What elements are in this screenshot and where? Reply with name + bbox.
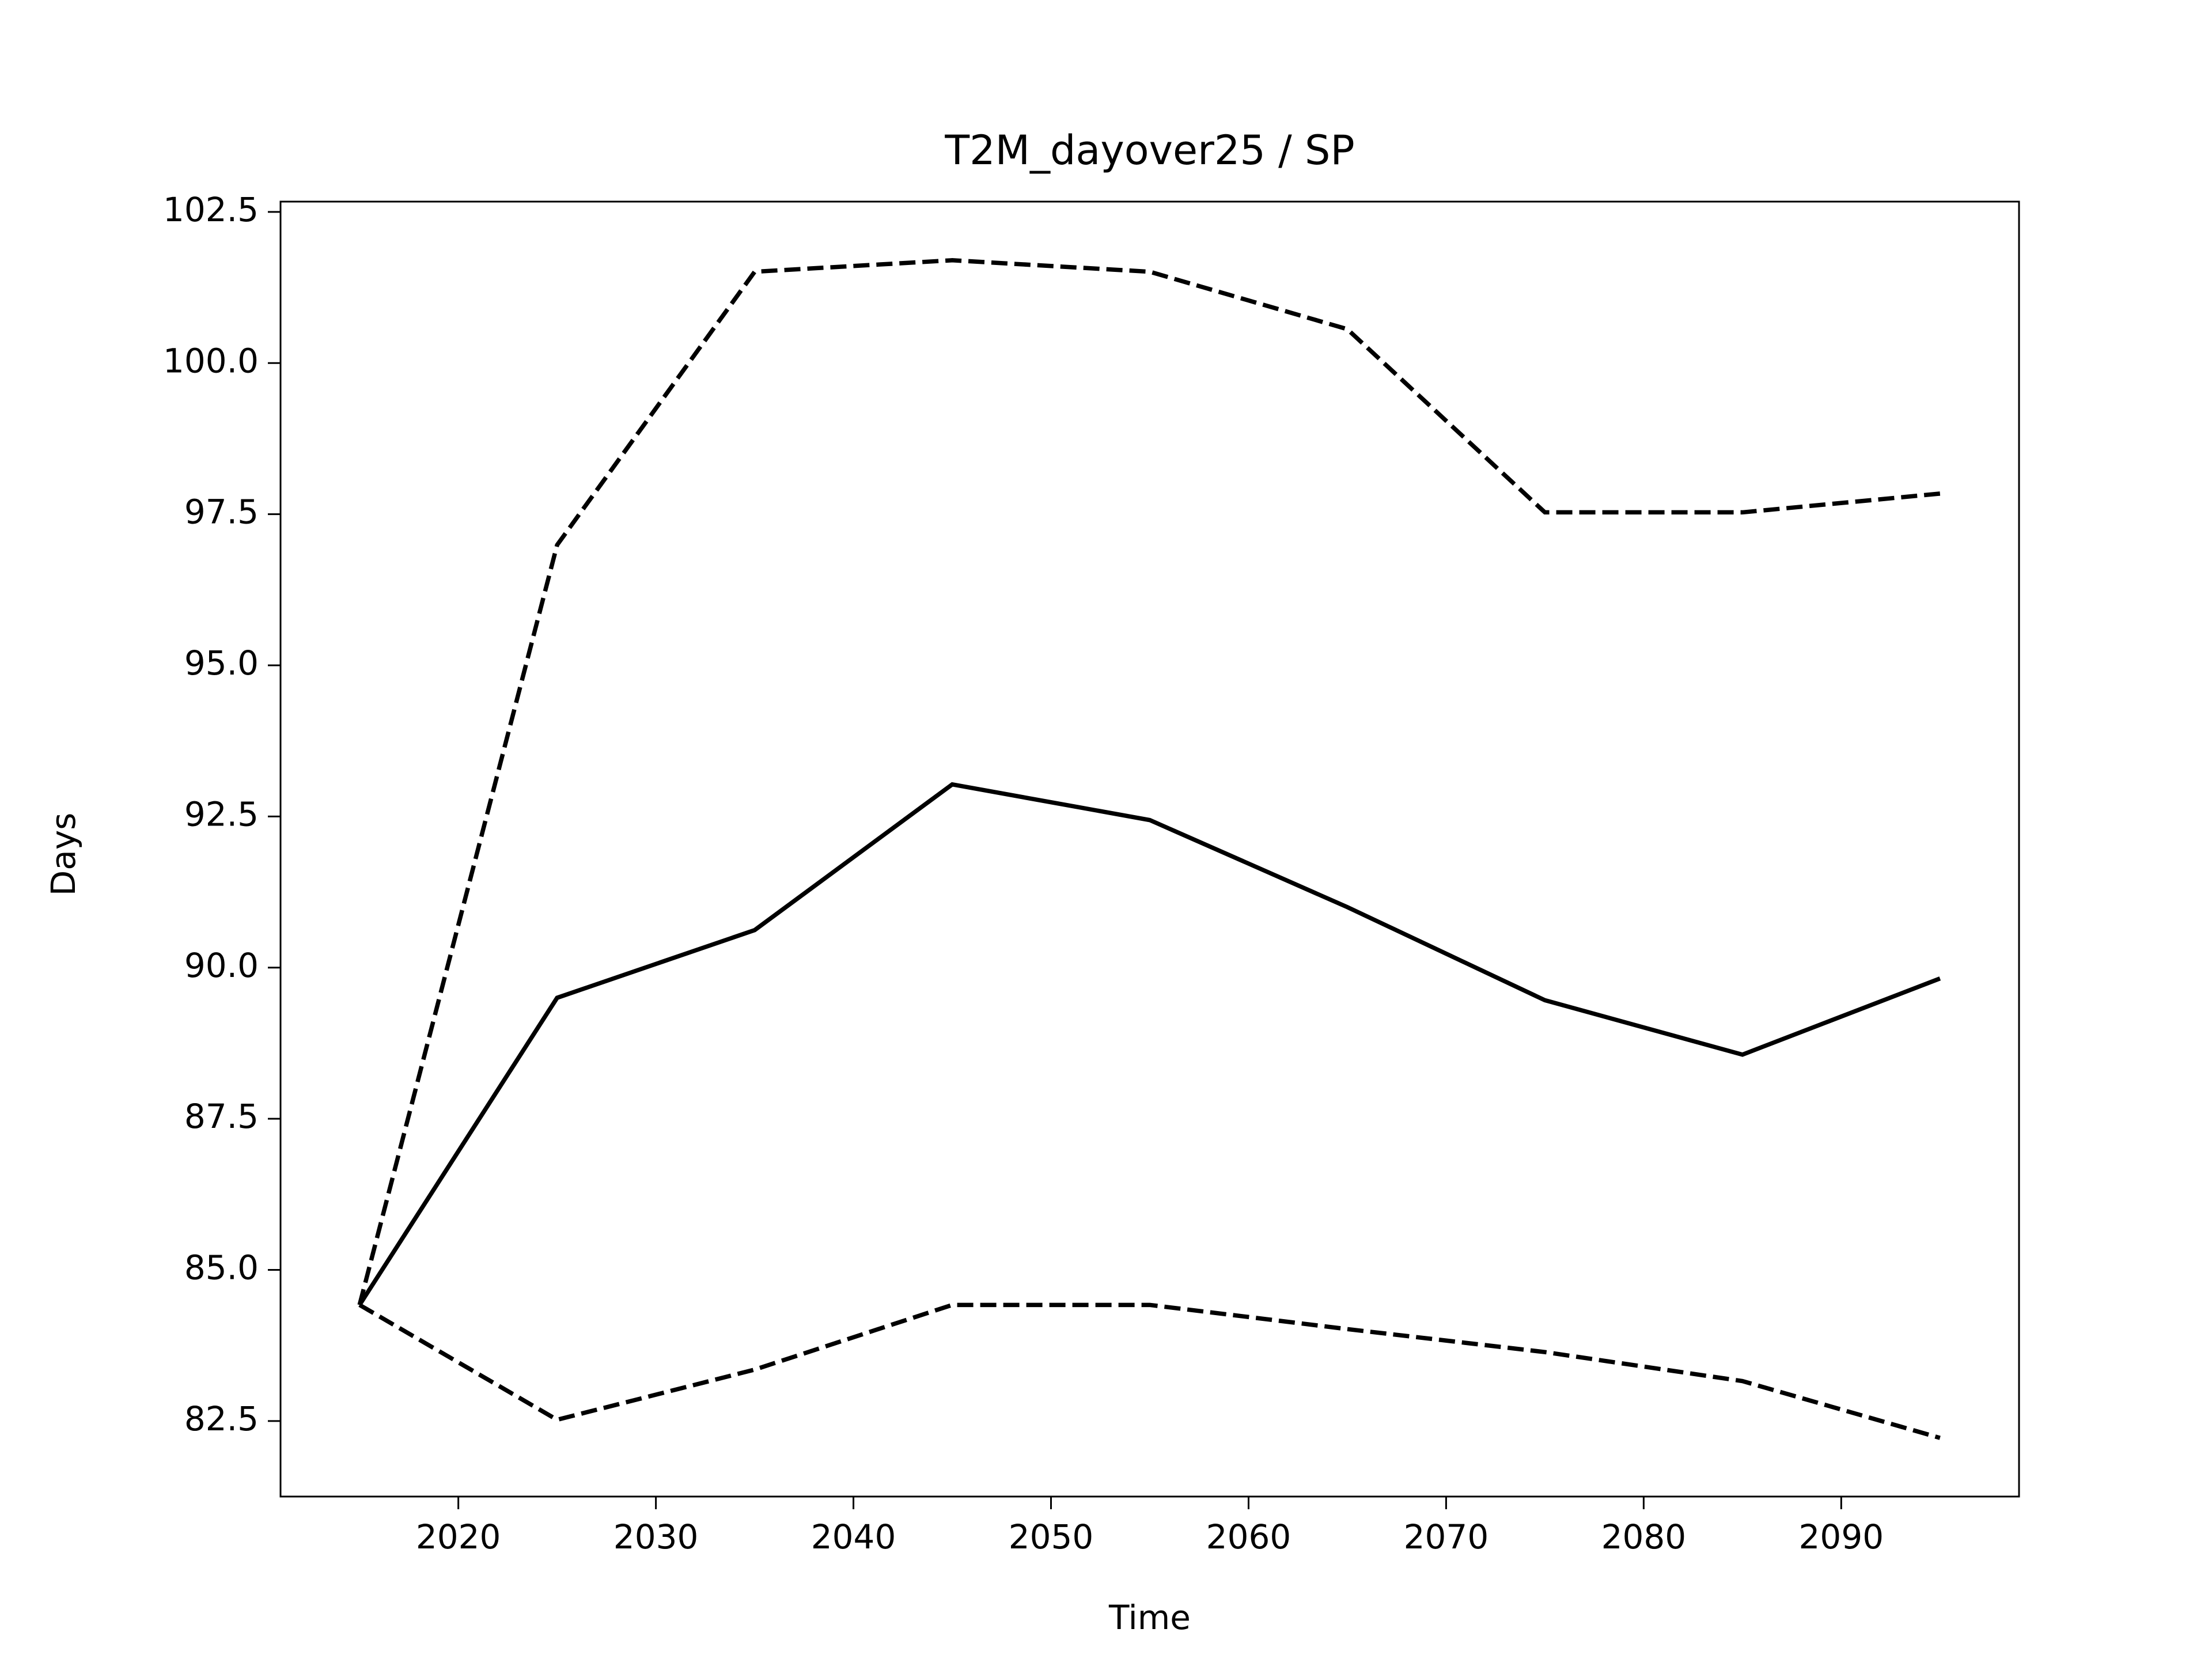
x-tick-label: 2080 <box>1601 1517 1687 1556</box>
x-tick-label: 2050 <box>1009 1517 1094 1556</box>
x-tick-label: 2040 <box>811 1517 896 1556</box>
chart-title: T2M_dayover25 / SP <box>944 127 1354 174</box>
x-tick-label: 2030 <box>613 1517 699 1556</box>
x-tick-label: 2020 <box>416 1517 501 1556</box>
y-tick-label: 87.5 <box>184 1097 259 1136</box>
x-tick-label: 2090 <box>1799 1517 1884 1556</box>
x-tick-label: 2060 <box>1206 1517 1291 1556</box>
y-tick-label: 100.0 <box>163 341 259 380</box>
data-line <box>358 782 1941 1306</box>
y-tick-label: 92.5 <box>184 794 259 834</box>
x-axis-label: Time <box>1108 1598 1191 1637</box>
data-line <box>357 258 1941 1306</box>
y-tick-label: 90.0 <box>184 946 259 985</box>
x-tick-label: 2070 <box>1404 1517 1489 1556</box>
y-axis-label: Days <box>44 813 83 896</box>
y-tick-label: 85.0 <box>184 1248 259 1287</box>
y-tick-label: 97.5 <box>184 493 259 532</box>
data-line <box>358 1302 1941 1440</box>
y-tick-label: 95.0 <box>184 643 259 683</box>
y-tick-label: 82.5 <box>184 1399 259 1438</box>
plot-frame <box>279 200 2020 1498</box>
y-tick-label: 102.5 <box>163 190 259 229</box>
